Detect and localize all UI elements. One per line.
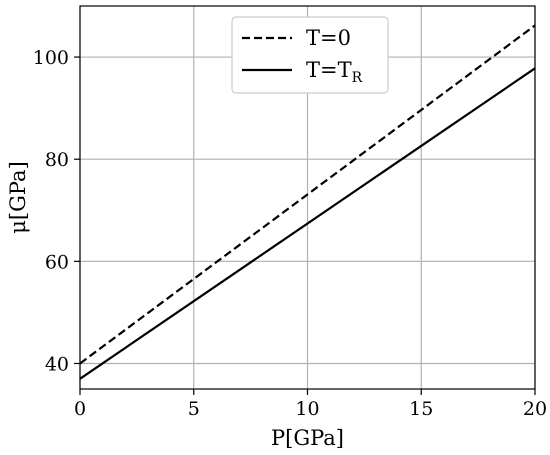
y-tick-label: 100	[33, 47, 69, 69]
x-tick-label: 5	[188, 398, 200, 420]
x-axis-label: P[GPa]	[271, 426, 344, 450]
series-line-tr	[79, 67, 536, 380]
legend-label-tr-main: T=T	[306, 58, 352, 82]
x-tick-label: 0	[74, 398, 86, 420]
legend-label-tr-subscript: R	[352, 70, 363, 86]
legend-label-tr: T=TR	[306, 58, 363, 86]
series-lines	[79, 24, 536, 380]
y-axis-label: μ[GPa]	[6, 161, 30, 234]
legend: T=0 T=TR	[231, 16, 389, 94]
x-tick-label: 10	[295, 398, 319, 420]
x-tick-label: 15	[409, 398, 433, 420]
y-tick-label: 80	[45, 149, 69, 171]
y-tick-label: 60	[45, 251, 69, 273]
legend-box	[231, 16, 389, 94]
legend-label-t0: T=0	[306, 26, 351, 50]
series-line-t0	[79, 24, 536, 365]
y-tick-label: 40	[45, 353, 69, 375]
x-tick-label: 20	[523, 398, 547, 420]
axis-ticks: 0 5 10 15 20 40 60 80 100	[33, 47, 547, 420]
legend-label-t0-main: T=0	[306, 26, 351, 50]
